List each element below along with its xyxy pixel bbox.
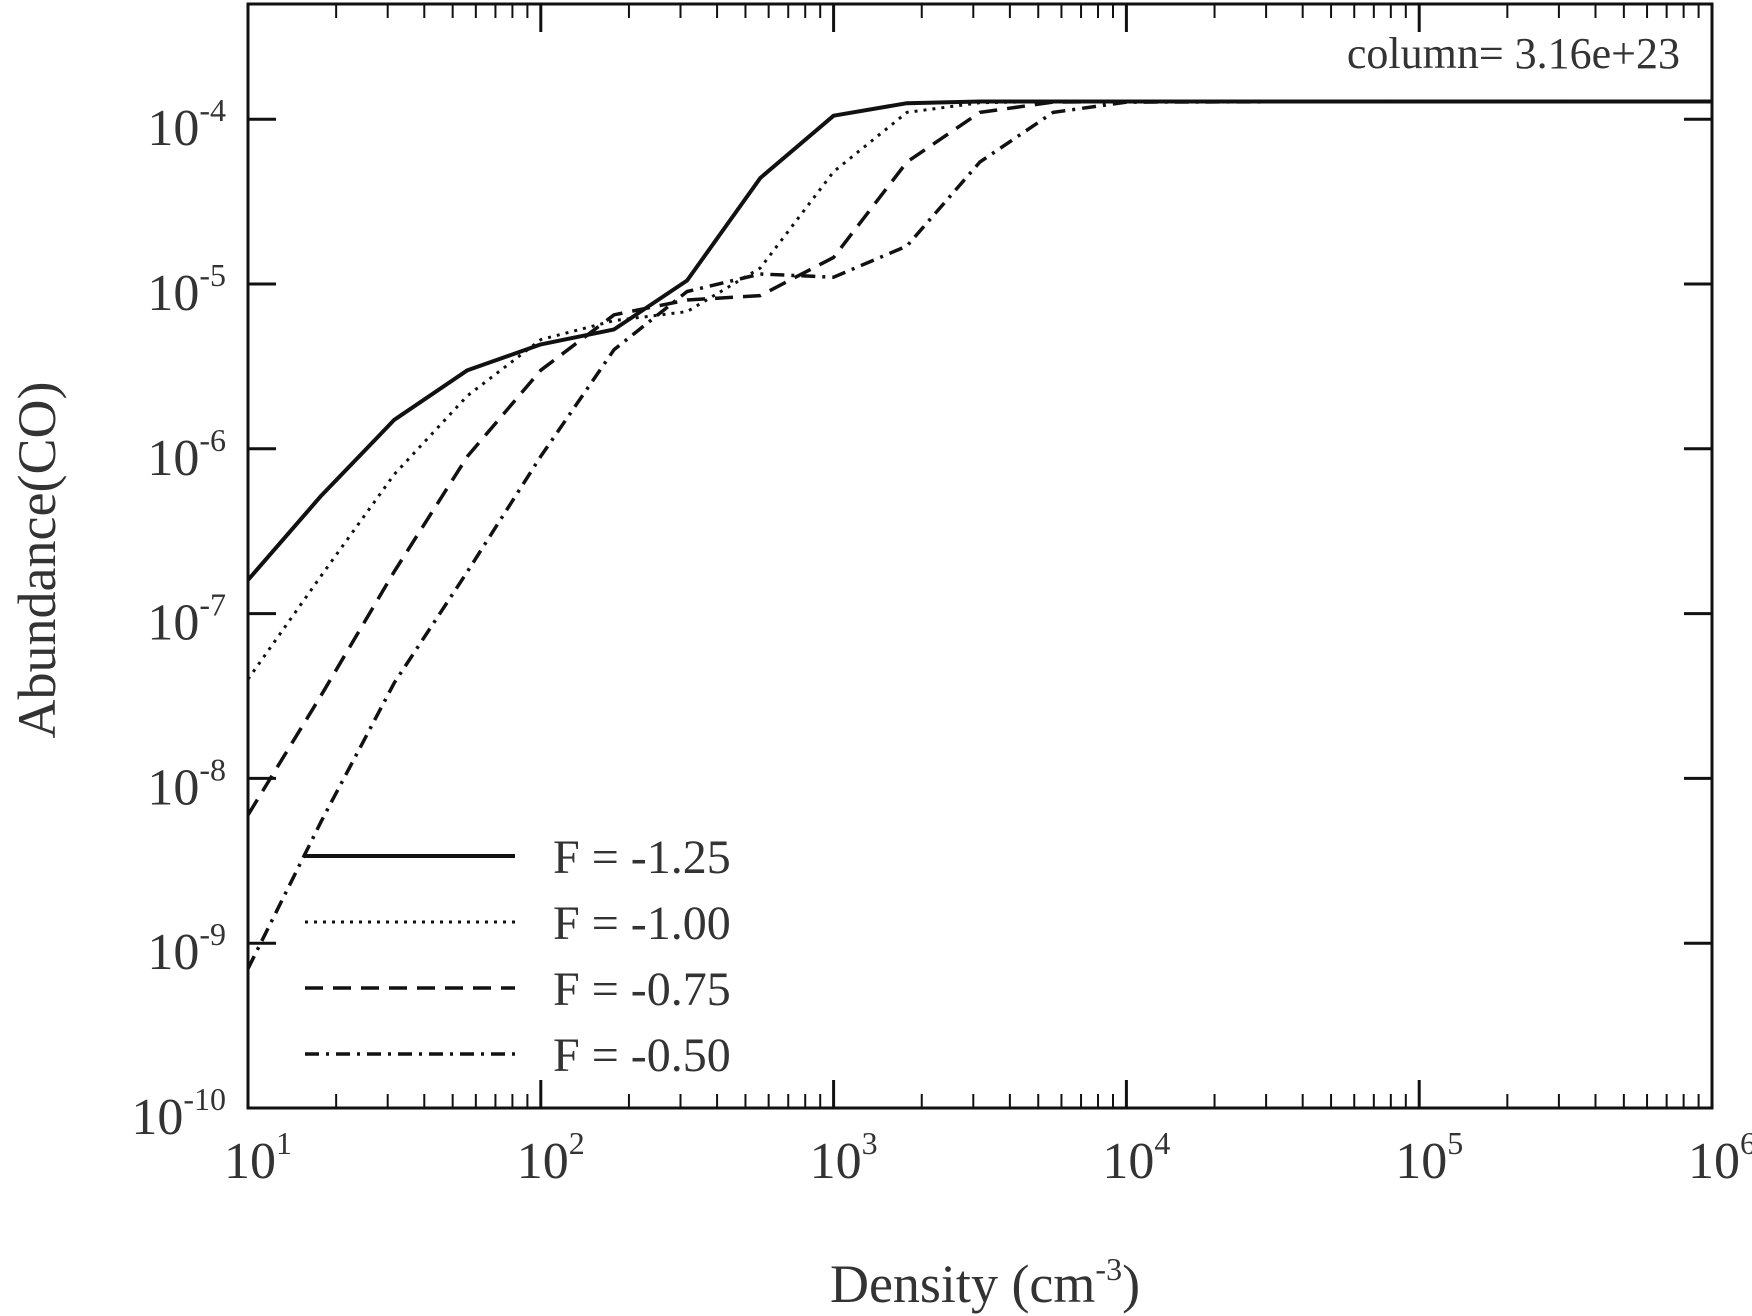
y-tick-label: 10-6 <box>147 422 226 487</box>
y-tick-label: 10-10 <box>131 1081 226 1146</box>
y-tick-base: 10 <box>131 1089 183 1146</box>
y-tick-exp: -8 <box>199 751 226 787</box>
x-tick-exp: 2 <box>569 1125 585 1161</box>
series-line <box>246 99 1712 582</box>
x-tick-exp: 5 <box>1447 1125 1463 1161</box>
x-tick-label: 103 <box>810 1125 878 1190</box>
y-tick-label: 10-8 <box>147 751 226 816</box>
y-tick-label: 10-4 <box>147 92 226 157</box>
x-tick-base: 10 <box>810 1133 862 1190</box>
axes-layer <box>246 2 1714 1110</box>
x-tick-label: 102 <box>517 1125 585 1190</box>
y-tick-exp: -9 <box>199 916 226 952</box>
legend: F = -1.25 F = -1.00 F = -0.75 F = -0.50 <box>305 831 731 1082</box>
y-tick-label: 10-9 <box>147 916 226 981</box>
y-tick-exp: -5 <box>199 257 226 293</box>
x-tick-base: 10 <box>1395 1133 1447 1190</box>
legend-label: F = -0.50 <box>553 1029 731 1082</box>
legend-label: F = -1.00 <box>553 897 731 950</box>
series-layer <box>246 99 1712 970</box>
legend-label: F = -1.25 <box>553 831 731 884</box>
plot-frame <box>246 2 1714 1110</box>
x-tick-label: 105 <box>1395 1125 1463 1190</box>
x-tick-label: 104 <box>1102 1125 1170 1190</box>
y-tick-label: 10-5 <box>147 257 226 322</box>
x-tick-label: 106 <box>1688 1125 1752 1190</box>
column-annotation: column= 3.16e+23 <box>1347 29 1680 78</box>
y-tick-base: 10 <box>147 100 199 157</box>
x-axis-label-base: Density (cm <box>830 1254 1095 1314</box>
x-axis-label-tail: ) <box>1122 1254 1140 1314</box>
x-tick-base: 10 <box>1102 1133 1154 1190</box>
y-tick-base: 10 <box>147 595 199 652</box>
series-line <box>246 99 1712 970</box>
x-tick-exp: 6 <box>1740 1125 1752 1161</box>
x-axis-label: Density (cm-3) <box>830 1251 1140 1314</box>
y-tick-exp: -10 <box>183 1081 226 1117</box>
y-tick-base: 10 <box>147 265 199 322</box>
labels-layer: 101 102 103 104 105 10610-1010-910-810-710-61… <box>131 92 1752 1190</box>
series-line <box>246 99 1712 816</box>
series-line <box>246 100 1712 681</box>
y-tick-exp: -4 <box>199 92 226 128</box>
x-axis-label-sup: -3 <box>1095 1251 1122 1287</box>
y-tick-base: 10 <box>147 430 199 487</box>
x-tick-base: 10 <box>1688 1133 1740 1190</box>
x-tick-exp: 1 <box>276 1125 292 1161</box>
y-tick-base: 10 <box>147 759 199 816</box>
y-tick-exp: -6 <box>199 422 226 458</box>
x-tick-base: 10 <box>517 1133 569 1190</box>
y-tick-base: 10 <box>147 924 199 981</box>
x-tick-exp: 3 <box>862 1125 878 1161</box>
y-tick-exp: -7 <box>199 587 226 623</box>
x-tick-label: 101 <box>224 1125 292 1190</box>
y-tick-label: 10-7 <box>147 587 226 652</box>
x-tick-base: 10 <box>224 1133 276 1190</box>
x-tick-exp: 4 <box>1154 1125 1170 1161</box>
legend-label: F = -0.75 <box>553 963 731 1016</box>
y-axis-label: Abundance(CO) <box>7 382 67 739</box>
